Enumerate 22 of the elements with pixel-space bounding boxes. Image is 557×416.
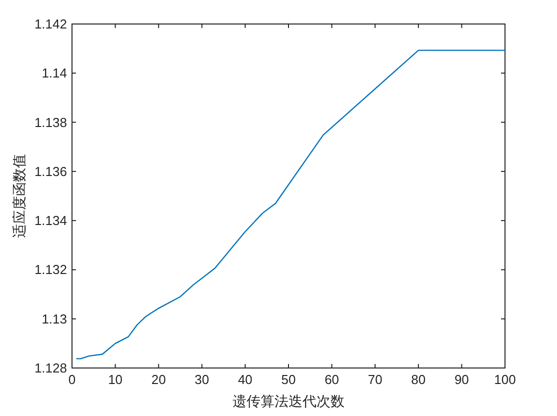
x-tick-label: 10 bbox=[108, 372, 123, 387]
x-tick-label: 90 bbox=[454, 372, 469, 387]
y-tick-label: 1.14 bbox=[42, 66, 67, 81]
y-tick-label: 1.142 bbox=[34, 16, 67, 32]
y-tick-label: 1.138 bbox=[34, 114, 67, 130]
x-tick-label: 20 bbox=[151, 372, 166, 387]
x-tick-label: 0 bbox=[68, 372, 76, 387]
x-tick-label: 60 bbox=[324, 372, 340, 387]
y-tick-label: 1.132 bbox=[34, 262, 67, 278]
y-tick-label: 1.134 bbox=[34, 213, 67, 228]
x-tick-label: 30 bbox=[194, 372, 210, 387]
y-tick-label: 1.136 bbox=[34, 164, 67, 179]
x-tick-label: 40 bbox=[238, 372, 252, 387]
y-tick-label: 1.13 bbox=[42, 311, 67, 326]
x-tick-label: 80 bbox=[411, 372, 426, 387]
x-axis-title: 遗传算法迭代次数 bbox=[232, 394, 344, 410]
x-tick-label: 100 bbox=[494, 372, 516, 387]
x-tick-label: 50 bbox=[281, 372, 296, 387]
y-tick-label: 1.128 bbox=[34, 360, 67, 376]
line-series bbox=[76, 50, 506, 360]
y-axis-title: 适应度函数值 bbox=[12, 154, 28, 238]
x-tick-label: 70 bbox=[368, 372, 382, 387]
